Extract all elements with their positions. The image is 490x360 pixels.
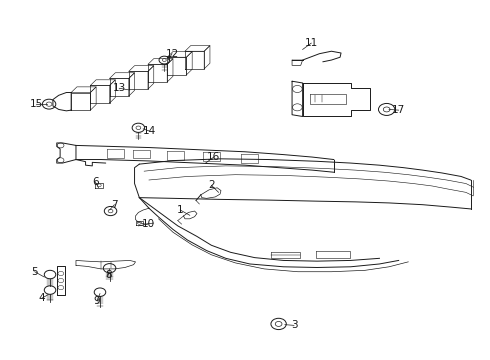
- Text: 10: 10: [142, 219, 154, 229]
- Text: 15: 15: [29, 99, 43, 109]
- Text: 7: 7: [111, 200, 118, 210]
- Text: 3: 3: [291, 320, 297, 330]
- Text: 11: 11: [305, 38, 318, 48]
- Text: 14: 14: [143, 126, 156, 136]
- Text: 16: 16: [207, 152, 220, 162]
- Text: 9: 9: [94, 296, 100, 306]
- Text: 5: 5: [31, 267, 38, 277]
- Text: 12: 12: [166, 49, 179, 59]
- Text: 2: 2: [208, 180, 215, 190]
- Text: 8: 8: [105, 270, 111, 280]
- Text: 4: 4: [39, 293, 45, 303]
- Text: 6: 6: [92, 177, 98, 187]
- Text: 1: 1: [177, 205, 183, 215]
- Text: 17: 17: [392, 105, 405, 115]
- Text: 13: 13: [113, 83, 126, 93]
